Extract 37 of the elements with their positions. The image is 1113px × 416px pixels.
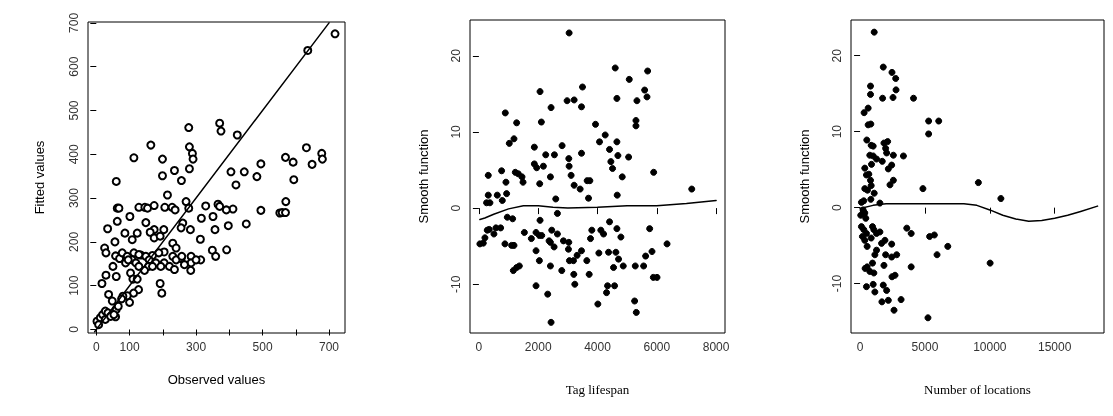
x-tick-label: 5000 — [911, 340, 939, 354]
y-tick-label: 0 — [67, 325, 81, 333]
y-tick-label: -10 — [449, 275, 463, 293]
x-tick-label: 2000 — [524, 340, 552, 354]
y-axis-title: Fitted values — [32, 140, 47, 215]
x-tick-label: 0 — [475, 340, 483, 354]
y-tick-label: 200 — [67, 231, 81, 252]
y-tick-label: 700 — [67, 12, 81, 33]
x-tick-label: 0 — [92, 340, 100, 354]
x-tick-label: 6000 — [643, 340, 671, 354]
y-tick-label: 10 — [449, 124, 463, 139]
x-tick-label: 300 — [186, 340, 207, 354]
line-series — [479, 199, 717, 221]
y-tick-label: 20 — [449, 48, 463, 63]
y-tick-label: 600 — [67, 56, 81, 77]
y-tick-label: 500 — [67, 100, 81, 121]
x-axis-title: Number of locations — [924, 382, 1031, 397]
x-tick-label: 8000 — [702, 340, 730, 354]
y-tick-label: 20 — [830, 48, 844, 63]
y-axis-title: Smooth function — [416, 129, 431, 224]
x-axis-title: Observed values — [167, 372, 266, 387]
x-tick-label: 500 — [252, 340, 273, 354]
x-tick-label: 700 — [319, 340, 340, 354]
x-tick-label: 15000 — [1038, 340, 1072, 354]
y-tick-label: 300 — [67, 187, 81, 209]
y-tick-label: 0 — [830, 203, 844, 211]
x-axis-title: Tag lifespan — [565, 382, 630, 397]
x-tick-label: 100 — [119, 340, 140, 354]
x-tick-label: 0 — [856, 340, 864, 354]
y-tick-label: -10 — [830, 274, 844, 293]
y-axis-title: Smooth function — [797, 129, 812, 224]
y-tick-label: 400 — [67, 143, 81, 165]
x-tick-label: 10000 — [973, 340, 1007, 354]
y-tick-label: 0 — [449, 204, 463, 212]
y-tick-label: 10 — [830, 124, 844, 139]
x-tick-label: 4000 — [584, 340, 612, 354]
y-tick-label: 100 — [67, 275, 81, 296]
